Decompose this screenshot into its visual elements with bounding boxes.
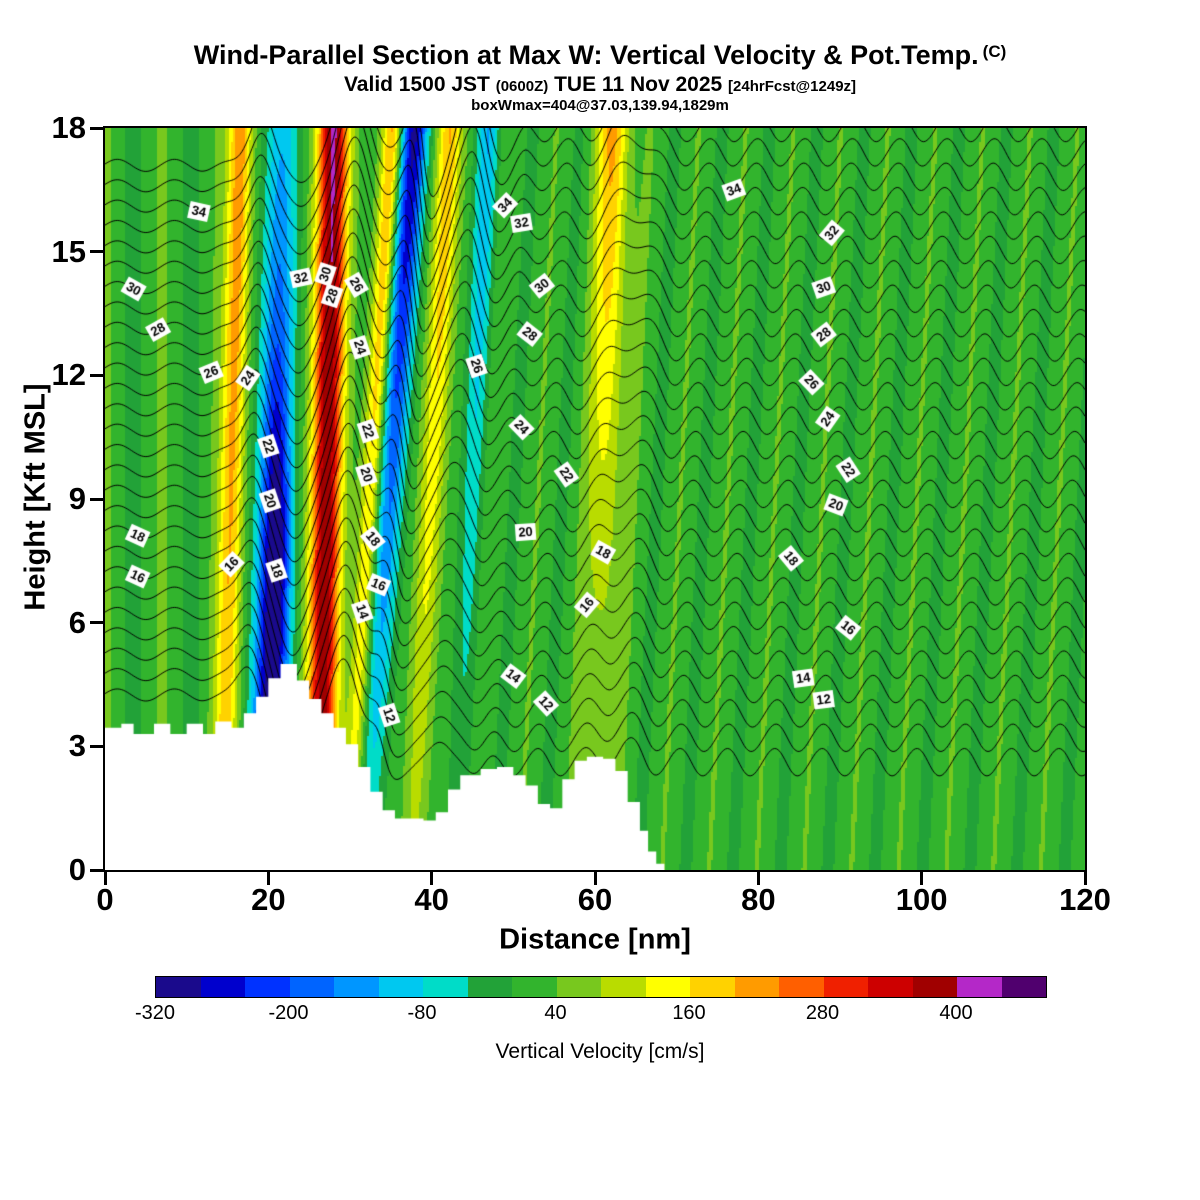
chart-title-units: (C) bbox=[982, 42, 1007, 61]
forecast-lead-tag: [24hrFcst@1249z] bbox=[728, 78, 857, 95]
colorbar-segment bbox=[512, 977, 557, 997]
colorbar-tick-label: -80 bbox=[407, 1002, 437, 1024]
colorbar-segment bbox=[1001, 977, 1046, 997]
y-tick-label: 9 bbox=[68, 481, 86, 516]
x-tick-label: 100 bbox=[895, 882, 948, 917]
colorbar-tick-label: -200 bbox=[268, 1002, 309, 1024]
x-tick-mark bbox=[920, 872, 924, 885]
colorbar-segment bbox=[734, 977, 779, 997]
valid-time-main: Valid 1500 JST bbox=[343, 73, 496, 96]
colorbar-tick-label: 400 bbox=[939, 1002, 973, 1024]
wmax-annotation: boxWmax=404@37.03,139.94,1829m bbox=[471, 97, 729, 114]
x-tick-mark bbox=[1083, 872, 1087, 885]
y-tick-label: 18 bbox=[51, 110, 86, 145]
colorbar bbox=[155, 976, 1047, 998]
colorbar-tick-label: 40 bbox=[544, 1002, 567, 1024]
colorbar-segment bbox=[868, 977, 913, 997]
x-tick-mark bbox=[593, 872, 597, 885]
x-tick-label: 60 bbox=[577, 882, 613, 917]
x-tick-label: 120 bbox=[1059, 882, 1111, 917]
colorbar-segment bbox=[690, 977, 735, 997]
colorbar-segment bbox=[556, 977, 601, 997]
plot-frame bbox=[103, 126, 1087, 872]
x-tick-label: 80 bbox=[741, 882, 776, 917]
chart-title: Wind-Parallel Section at Max W: Vertical… bbox=[0, 40, 1200, 71]
x-tick-label: 20 bbox=[251, 882, 286, 917]
colorbar-segment bbox=[645, 977, 690, 997]
valid-time-line: Valid 1500 JST (0600Z) TUE 11 Nov 2025 [… bbox=[0, 73, 1200, 97]
x-tick-mark bbox=[430, 872, 434, 885]
colorbar-tick-label: 280 bbox=[805, 1002, 840, 1024]
y-tick-mark bbox=[90, 126, 103, 130]
y-tick-label: 15 bbox=[51, 233, 86, 269]
chart-title-main: Wind-Parallel Section at Max W: Vertical… bbox=[193, 40, 979, 70]
section-canvas bbox=[105, 128, 1085, 870]
x-tick-mark bbox=[756, 872, 760, 885]
colorbar-segment bbox=[245, 977, 290, 997]
colorbar-segment bbox=[423, 977, 468, 997]
colorbar-segment bbox=[334, 977, 379, 997]
colorbar-segment bbox=[467, 977, 512, 997]
y-tick-label: 3 bbox=[68, 728, 86, 764]
colorbar-segment bbox=[779, 977, 824, 997]
x-axis-title: Distance [nm] bbox=[499, 923, 691, 956]
y-tick-label: 12 bbox=[51, 357, 86, 393]
colorbar-segment bbox=[156, 977, 201, 997]
colorbar-segment bbox=[289, 977, 334, 997]
colorbar-segment bbox=[601, 977, 646, 997]
colorbar-tick-label: 160 bbox=[672, 1002, 706, 1024]
colorbar-segment bbox=[823, 977, 868, 997]
y-tick-mark bbox=[90, 744, 103, 748]
colorbar-segment bbox=[957, 977, 1002, 997]
colorbar-labels: -320 -200 -80 40 160 280 400 bbox=[135, 1002, 1045, 1028]
colorbar-segment bbox=[912, 977, 957, 997]
valid-time-utc: (0600Z) bbox=[495, 78, 549, 95]
y-tick-mark bbox=[90, 250, 103, 254]
y-tick-label: 0 bbox=[68, 852, 86, 887]
y-tick-mark bbox=[90, 373, 103, 377]
x-tick-mark bbox=[266, 872, 270, 885]
colorbar-segment bbox=[378, 977, 423, 997]
colorbar-segment bbox=[200, 977, 245, 997]
x-tick-label: 40 bbox=[414, 882, 449, 917]
y-tick-mark bbox=[90, 621, 103, 625]
valid-time-date: TUE 11 Nov 2025 bbox=[548, 73, 729, 96]
y-tick-label: 6 bbox=[68, 604, 86, 640]
x-tick-mark bbox=[103, 872, 107, 885]
x-tick-label: 0 bbox=[96, 882, 114, 917]
colorbar-title: Vertical Velocity [cm/s] bbox=[495, 1040, 705, 1063]
y-tick-mark bbox=[90, 497, 103, 501]
colorbar-tick-label: -320 bbox=[134, 1002, 176, 1024]
y-tick-mark bbox=[90, 868, 103, 872]
